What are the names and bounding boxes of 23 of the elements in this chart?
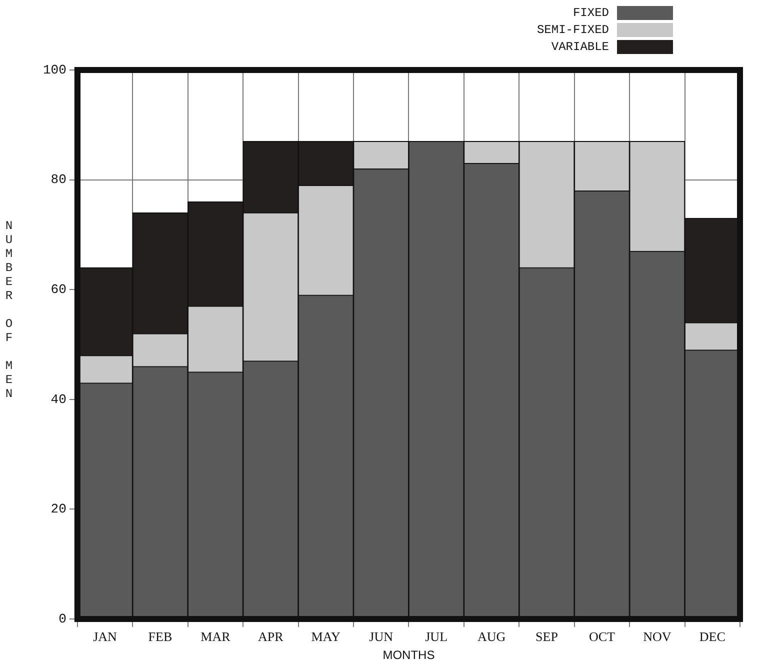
x-tick-label: JAN [93,629,118,644]
x-tick-label: NOV [643,629,672,644]
y-axis-title: NUMBER OF MEN [2,218,17,403]
y-tick-label: 40 [50,392,66,407]
x-tick-label: OCT [588,629,616,644]
x-tick-label: MAR [200,629,231,644]
y-tick-label: 80 [50,172,66,188]
x-tick-label: APR [258,629,284,644]
y-tick-label: 0 [58,611,66,626]
x-tick-label: FEB [148,629,172,644]
y-tick-label: 100 [43,62,66,78]
x-tick-label: AUG [477,629,506,644]
x-tick-label: DEC [699,629,726,644]
x-tick-label: JUN [369,629,394,644]
x-tick-label: MAY [311,629,342,644]
y-tick-label: 60 [50,282,66,298]
x-tick-label: SEP [536,629,558,644]
x-axis-title: MONTHS [382,648,435,662]
legend-label: FIXED [572,6,609,20]
y-tick-label: 20 [50,502,66,517]
x-tick-label: JUL [425,629,448,644]
legend-label: SEMI-FIXED [536,23,609,37]
legend-label: VARIABLE [551,40,609,54]
